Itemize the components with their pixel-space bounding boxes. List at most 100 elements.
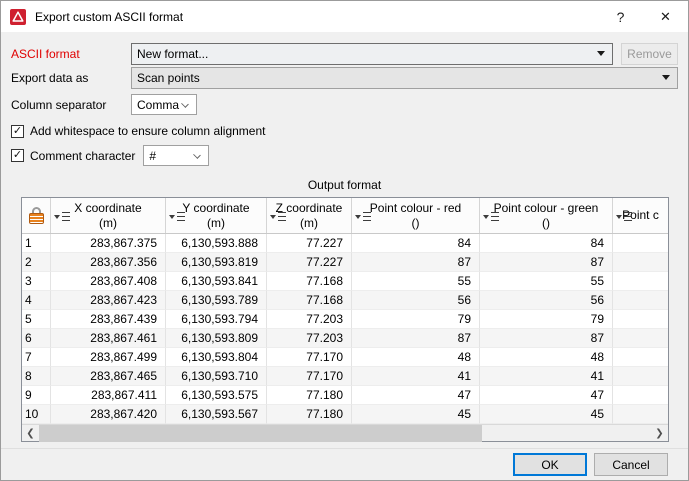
table-cell <box>613 310 668 329</box>
table-header: X coordinate (m) Y coordinate (m) Z coordina… <box>22 198 668 234</box>
table-cell: 77.170 <box>267 367 352 386</box>
column-header-label: X coordinate (m) <box>74 200 142 230</box>
table-cell: 283,867.423 <box>51 291 166 310</box>
table-row[interactable]: 5 283,867.439 6,130,593.794 77.203 79 79 <box>22 310 668 329</box>
ascii-format-label: ASCII format <box>11 47 80 61</box>
filter-menu-icon[interactable] <box>616 211 632 222</box>
table-cell: 87 <box>480 329 613 348</box>
horizontal-scrollbar[interactable]: ❮ ❯ <box>22 424 668 442</box>
table-row[interactable]: 10 283,867.420 6,130,593.567 77.180 45 45 <box>22 405 668 424</box>
table-cell: 6,130,593.888 <box>166 234 267 253</box>
close-button[interactable]: ✕ <box>660 8 671 24</box>
comment-character-label: Comment character <box>30 148 136 163</box>
row-number: 2 <box>22 253 51 272</box>
table-cell: 6,130,593.789 <box>166 291 267 310</box>
table-cell: 77.203 <box>267 310 352 329</box>
lock-column-header[interactable] <box>22 198 51 233</box>
column-header-label: Point colour - green() <box>493 200 599 230</box>
column-header[interactable]: X coordinate (m) <box>51 198 166 233</box>
table-cell: 6,130,593.804 <box>166 348 267 367</box>
table-cell: 283,867.499 <box>51 348 166 367</box>
output-format-title: Output format <box>307 178 382 192</box>
scrollbar-track[interactable] <box>39 425 651 442</box>
table-cell <box>613 329 668 348</box>
column-separator-label: Column separator <box>11 97 107 112</box>
filter-menu-icon[interactable] <box>355 211 371 222</box>
row-number: 6 <box>22 329 51 348</box>
column-separator-row: Column separator Comma <box>11 94 678 115</box>
table-row[interactable]: 7 283,867.499 6,130,593.804 77.170 48 48 <box>22 348 668 367</box>
whitespace-checkbox-label: Add whitespace to ensure column alignmen… <box>30 124 266 138</box>
help-button[interactable]: ? <box>616 8 625 25</box>
table-cell: 55 <box>352 272 480 291</box>
column-header[interactable]: Z coordinate (m) <box>267 198 352 233</box>
row-number: 7 <box>22 348 51 367</box>
cancel-button[interactable]: Cancel <box>594 453 668 476</box>
column-header[interactable]: Point c <box>613 198 668 233</box>
row-number: 10 <box>22 405 51 424</box>
table-cell: 6,130,593.575 <box>166 386 267 405</box>
ok-button[interactable]: OK <box>513 453 587 476</box>
ascii-format-dropdown[interactable]: New format... <box>131 43 613 65</box>
column-header[interactable]: Point colour - green() <box>480 198 613 233</box>
ascii-format-value: New format... <box>137 47 209 61</box>
filter-menu-icon[interactable] <box>483 211 499 222</box>
column-header-label: Y coordinate (m) <box>182 200 250 230</box>
table-cell: 55 <box>480 272 613 291</box>
table-cell: 79 <box>352 310 480 329</box>
filter-menu-icon[interactable] <box>169 211 185 222</box>
table-row[interactable]: 1 283,867.375 6,130,593.888 77.227 84 84 <box>22 234 668 253</box>
row-number: 3 <box>22 272 51 291</box>
table-row[interactable]: 3 283,867.408 6,130,593.841 77.168 55 55 <box>22 272 668 291</box>
column-separator-dropdown[interactable]: Comma <box>131 94 197 115</box>
table-cell <box>613 348 668 367</box>
table-row[interactable]: 8 283,867.465 6,130,593.710 77.170 41 41 <box>22 367 668 386</box>
lock-icon <box>28 207 44 224</box>
column-header[interactable]: Point colour - red() <box>352 198 480 233</box>
export-data-as-value: Scan points <box>137 71 200 85</box>
table-cell: 283,867.439 <box>51 310 166 329</box>
table-cell: 87 <box>352 253 480 272</box>
whitespace-checkbox[interactable]: ✓ <box>11 124 24 138</box>
table-cell: 283,867.420 <box>51 405 166 424</box>
chevron-down-icon <box>181 100 189 108</box>
ascii-format-row: ASCII format New format... Remove <box>11 43 678 65</box>
table-cell: 6,130,593.794 <box>166 310 267 329</box>
table-row[interactable]: 6 283,867.461 6,130,593.809 77.203 87 87 <box>22 329 668 348</box>
row-number: 8 <box>22 367 51 386</box>
table-cell: 283,867.411 <box>51 386 166 405</box>
column-header-label: Z coordinate (m) <box>275 200 343 230</box>
column-separator-value: Comma <box>137 97 180 112</box>
table-cell <box>613 253 668 272</box>
comment-character-dropdown[interactable]: # <box>143 145 210 166</box>
column-header[interactable]: Y coordinate (m) <box>166 198 267 233</box>
table-cell: 283,867.465 <box>51 367 166 386</box>
scrollbar-thumb[interactable] <box>39 425 482 442</box>
table-cell: 6,130,593.841 <box>166 272 267 291</box>
export-data-as-dropdown[interactable]: Scan points <box>131 67 678 89</box>
output-format-table: X coordinate (m) Y coordinate (m) Z coordina… <box>21 197 669 442</box>
row-number: 5 <box>22 310 51 329</box>
table-cell: 77.170 <box>267 348 352 367</box>
table-cell: 41 <box>352 367 480 386</box>
table-cell <box>613 405 668 424</box>
export-data-as-label: Export data as <box>11 71 89 85</box>
scroll-left-icon[interactable]: ❮ <box>26 427 35 439</box>
comment-character-value: # <box>149 148 157 163</box>
table-cell: 77.227 <box>267 253 352 272</box>
table-cell: 79 <box>480 310 613 329</box>
table-row[interactable]: 9 283,867.411 6,130,593.575 77.180 47 47 <box>22 386 668 405</box>
whitespace-checkbox-row: ✓ Add whitespace to ensure column alignm… <box>11 123 678 139</box>
table-cell: 77.180 <box>267 405 352 424</box>
table-cell: 48 <box>352 348 480 367</box>
remove-button[interactable]: Remove <box>621 43 678 65</box>
filter-menu-icon[interactable] <box>270 211 286 222</box>
comment-character-row: ✓ Comment character # <box>11 145 678 166</box>
comment-character-checkbox[interactable]: ✓ <box>11 149 24 162</box>
table-row[interactable]: 2 283,867.356 6,130,593.819 77.227 87 87 <box>22 253 668 272</box>
table-row[interactable]: 4 283,867.423 6,130,593.789 77.168 56 56 <box>22 291 668 310</box>
scroll-right-icon[interactable]: ❯ <box>655 427 664 439</box>
filter-menu-icon[interactable] <box>54 211 70 222</box>
app-icon <box>10 8 26 25</box>
